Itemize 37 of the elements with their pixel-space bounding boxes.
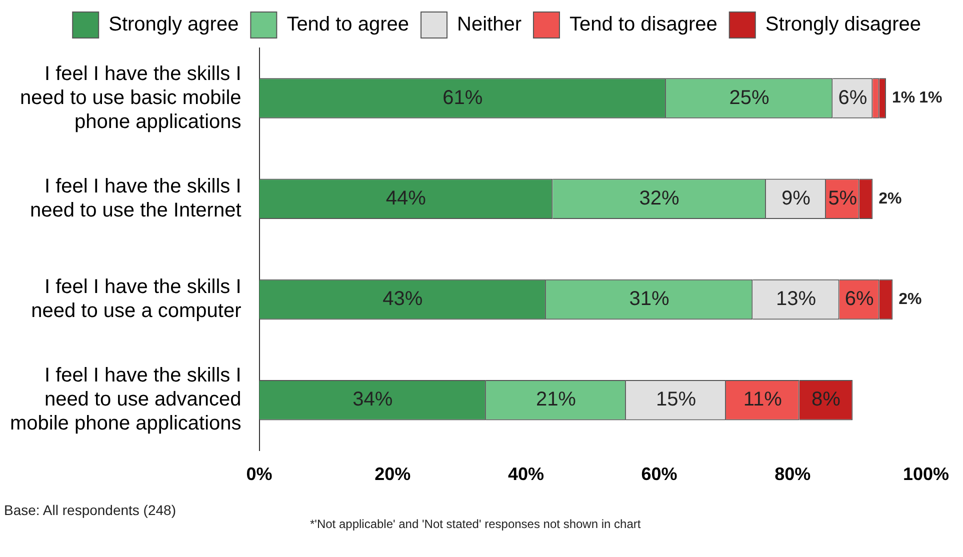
y-tick-label: I feel I have the skills I need to use a computer: [31, 276, 242, 322]
data-label: 11%: [743, 388, 782, 411]
data-label: 6%: [844, 288, 874, 310]
data-label: 44%: [386, 187, 426, 210]
data-label: 43%: [382, 288, 423, 310]
legend-label: Strongly agree: [108, 14, 239, 36]
data-label: 61%: [442, 86, 483, 109]
data-label: 1%: [892, 90, 916, 107]
x-tick-label: 100%: [902, 464, 950, 484]
data-label: 32%: [639, 187, 680, 210]
legend-label: Strongly disagree: [765, 14, 922, 36]
data-label: 13%: [776, 288, 816, 310]
y-tick-label: I feel I have the skills I need to use the Internet: [30, 175, 242, 222]
data-label: 21%: [536, 388, 576, 411]
data-label: 6%: [838, 86, 868, 109]
x-tick-label: 0%: [246, 464, 272, 484]
text: Base: All respondents (248): [4, 502, 176, 518]
x-tick-label: 40%: [508, 464, 544, 484]
data-label: 1%: [919, 90, 942, 107]
legend-label: Tend to agree: [286, 14, 410, 36]
data-label: 2%: [878, 190, 902, 208]
data-label: 25%: [729, 86, 770, 109]
legend-label: Tend to disagree: [569, 14, 718, 36]
data-label: 15%: [656, 388, 696, 411]
x-tick-label: 20%: [374, 464, 411, 484]
data-label: 31%: [629, 288, 670, 310]
data-label: 2%: [898, 290, 922, 308]
text: *'Not applicable' and 'Not stated' responses not shown in chart: [310, 517, 641, 531]
x-tick-label: 60%: [641, 464, 678, 484]
x-tick-label: 80%: [774, 464, 811, 484]
y-tick-label: I feel I have the skills I need to use advanced mobile phone applications: [10, 364, 242, 435]
data-label: 5%: [828, 187, 858, 210]
legend-label: Neither: [457, 14, 522, 36]
data-label: 8%: [812, 388, 841, 411]
data-label: 34%: [352, 388, 393, 411]
y-tick-label: I feel I have the skills I need to use basic mobile phone applications: [20, 62, 242, 133]
data-label: 9%: [782, 187, 811, 210]
